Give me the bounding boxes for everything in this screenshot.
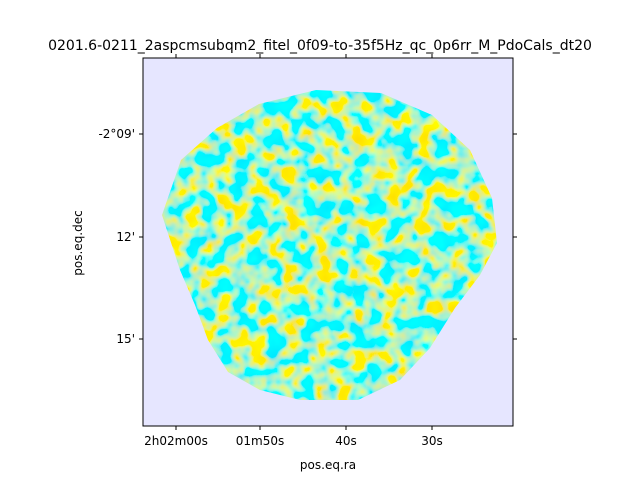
x-axis-ticks: 2h02m00s 01m50s 40s 30s [144, 54, 443, 448]
x-tick-label: 2h02m00s [144, 434, 208, 448]
y-axis-label: pos.eq.dec [71, 210, 85, 275]
y-tick-label: 15' [116, 332, 135, 346]
y-axis-ticks: -2°09' 12' 15' [98, 127, 517, 346]
x-axis-label: pos.eq.ra [300, 458, 356, 472]
y-tick-label: 12' [116, 230, 135, 244]
chart-title: 0201.6-0211_2aspcmsubqm2_fitel_0f09-to-3… [48, 38, 592, 54]
y-tick-label: -2°09' [98, 127, 135, 141]
x-tick-label: 01m50s [236, 434, 284, 448]
plot-frame [142, 57, 514, 427]
x-tick-label: 40s [335, 434, 357, 448]
x-tick-label: 30s [421, 434, 443, 448]
